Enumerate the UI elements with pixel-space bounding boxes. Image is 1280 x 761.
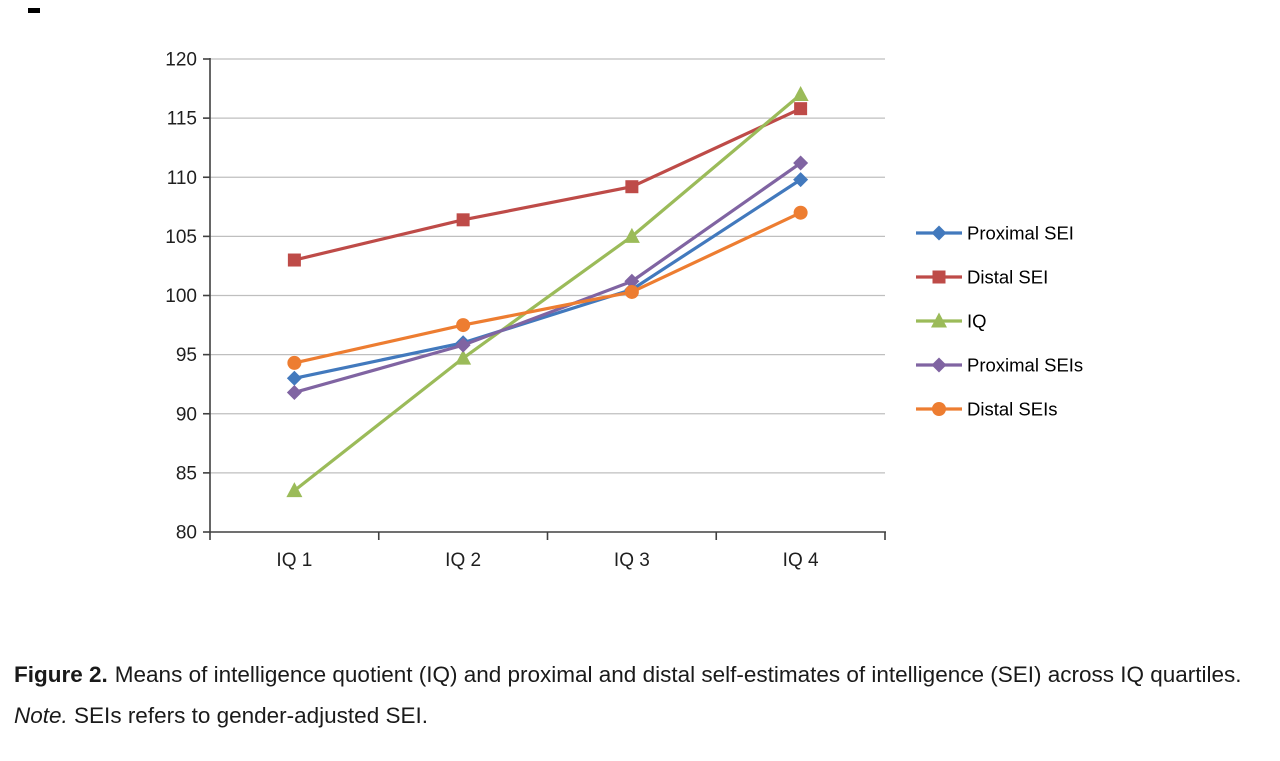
x-tick-label: IQ 4 bbox=[783, 550, 819, 571]
circle-marker-icon bbox=[287, 355, 302, 370]
diamond-marker-icon bbox=[455, 337, 471, 353]
y-tick-label: 110 bbox=[167, 168, 197, 189]
square-marker-icon bbox=[456, 213, 470, 227]
diamond-marker-icon bbox=[624, 273, 640, 289]
figure-caption: Figure 2. Means of intelligence quotient … bbox=[14, 654, 1268, 736]
note-label: Note. bbox=[14, 703, 68, 728]
x-tick-label: IQ 3 bbox=[614, 550, 650, 571]
legend-label: Distal SEIs bbox=[967, 399, 1057, 420]
triangle-marker-icon bbox=[792, 85, 809, 101]
square-marker-icon bbox=[287, 253, 301, 267]
triangle-marker-icon bbox=[455, 349, 472, 365]
triangle-marker-icon bbox=[931, 312, 947, 328]
caption-text: Means of intelligence quotient (IQ) and … bbox=[114, 662, 1242, 687]
legend-label: Distal SEI bbox=[967, 267, 1048, 288]
series-line bbox=[294, 211, 802, 365]
square-marker-icon bbox=[932, 270, 946, 284]
diamond-marker-icon bbox=[931, 225, 947, 241]
triangle-marker-icon bbox=[623, 227, 640, 243]
x-tick-label: IQ 2 bbox=[445, 550, 481, 571]
series-line bbox=[293, 161, 802, 395]
y-tick-label: 90 bbox=[176, 404, 197, 425]
y-tick-label: 115 bbox=[167, 109, 197, 130]
legend-label: Proximal SEI bbox=[967, 223, 1074, 244]
circle-marker-icon bbox=[456, 318, 471, 333]
square-marker-icon bbox=[625, 180, 639, 194]
triangle-marker-icon bbox=[286, 482, 303, 498]
figure-label: Figure 2. bbox=[14, 662, 108, 687]
series-line bbox=[293, 93, 802, 492]
circle-marker-icon bbox=[624, 284, 639, 299]
x-tick-label: IQ 1 bbox=[276, 550, 312, 571]
y-tick-label: 120 bbox=[165, 50, 197, 71]
diamond-marker-icon bbox=[793, 172, 809, 188]
diamond-marker-icon bbox=[286, 370, 302, 386]
circle-marker-icon bbox=[793, 205, 808, 220]
square-marker-icon bbox=[794, 102, 808, 116]
legend-label: IQ bbox=[967, 311, 987, 332]
y-tick-label: 95 bbox=[176, 345, 197, 366]
diamond-marker-icon bbox=[931, 357, 947, 373]
y-tick-label: 85 bbox=[176, 463, 197, 484]
diamond-marker-icon bbox=[793, 155, 809, 171]
legend-label: Proximal SEIs bbox=[967, 355, 1083, 376]
line-chart: 80 85 90 95 100 105 110 115 120 IQ 1 IQ 2 IQ 3 IQ 4 P… bbox=[165, 50, 1083, 572]
circle-marker-icon bbox=[932, 402, 946, 416]
diamond-marker-icon bbox=[286, 384, 302, 400]
y-tick-label: 105 bbox=[165, 227, 197, 248]
top-left-mark bbox=[28, 8, 40, 13]
y-tick-label: 100 bbox=[165, 286, 197, 307]
note-text: SEIs refers to gender-adjusted SEI. bbox=[74, 703, 428, 728]
series-line bbox=[294, 107, 802, 262]
y-tick-label: 80 bbox=[176, 523, 197, 544]
series-line bbox=[294, 178, 802, 380]
